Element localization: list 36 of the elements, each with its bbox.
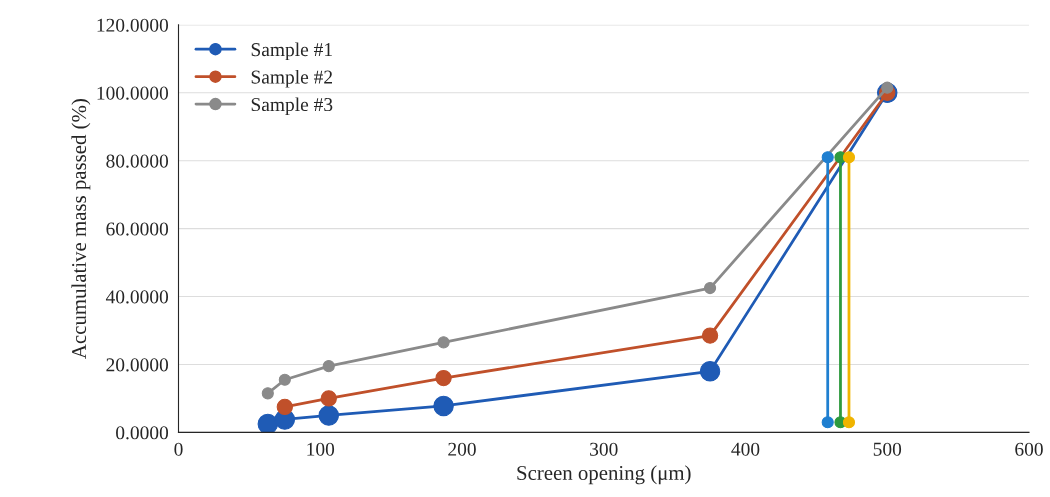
x-tick-label: 0 xyxy=(174,442,183,456)
point xyxy=(435,369,452,387)
legend-label: Sample #2 xyxy=(251,69,332,88)
point xyxy=(821,151,834,164)
point xyxy=(322,360,335,373)
point xyxy=(318,405,339,426)
point xyxy=(261,387,274,400)
y-tick-label: 100.0000 xyxy=(97,86,169,100)
y-axis-title: Accumulative mass passed (%) xyxy=(71,99,91,359)
point xyxy=(842,416,856,429)
point xyxy=(703,281,717,295)
point xyxy=(433,395,454,417)
x-tick-label: 400 xyxy=(731,442,760,456)
legend-label: Sample #1 xyxy=(251,42,332,61)
y-tick-label: 40.0000 xyxy=(105,290,169,304)
x-tick-label: 500 xyxy=(873,442,902,456)
y-tick-label: 60.0000 xyxy=(106,222,169,236)
point xyxy=(437,336,450,349)
point xyxy=(278,373,291,386)
x-tick-label: 100 xyxy=(307,442,335,456)
x-axis-title: Screen opening (μm) xyxy=(517,465,691,485)
y-tick-label: 0.0000 xyxy=(116,426,169,440)
point xyxy=(276,398,293,416)
y-tick-label: 80.0000 xyxy=(106,154,169,168)
x-tick-label: 300 xyxy=(590,442,618,456)
legend-label: Sample #3 xyxy=(251,97,333,116)
point xyxy=(257,413,279,433)
point xyxy=(320,390,337,407)
y-tick-label: 20.0000 xyxy=(106,358,169,372)
x-tick-label: 600 xyxy=(1015,442,1043,456)
y-tick-label: 120.0000 xyxy=(97,18,169,32)
point xyxy=(842,151,856,164)
point xyxy=(821,416,834,429)
point xyxy=(699,361,721,382)
x-tick-label: 200 xyxy=(448,442,476,456)
point xyxy=(701,327,719,344)
